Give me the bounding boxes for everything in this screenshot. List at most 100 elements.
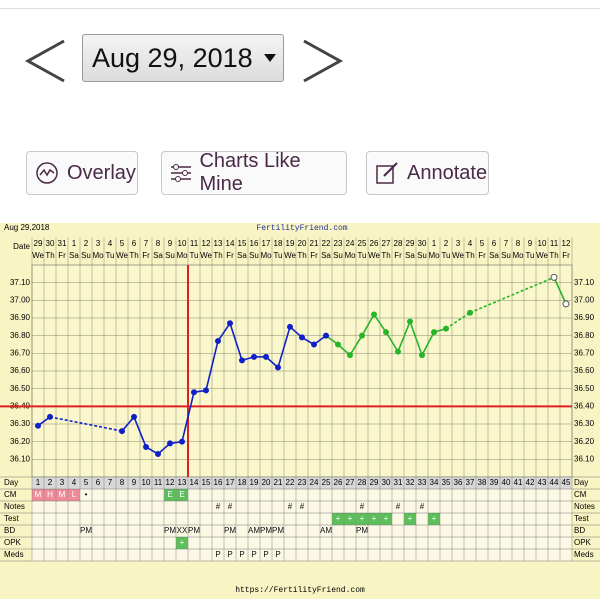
weekday-label: We <box>452 251 464 260</box>
day-number: 20 <box>262 478 271 487</box>
row-entry: L <box>72 490 77 499</box>
date-label: 9 <box>168 239 173 248</box>
row-label: OPK <box>4 538 22 547</box>
y-tick-label: 36.50 <box>10 384 31 393</box>
date-label: 12 <box>562 239 571 248</box>
y-tick-label: 36.10 <box>10 454 31 463</box>
temp-point <box>263 353 269 360</box>
weekday-label: We <box>116 251 128 260</box>
weekday-label: Sa <box>237 251 247 260</box>
temp-point <box>287 323 293 330</box>
weekday-label: Th <box>381 251 390 260</box>
row-entry: + <box>336 514 341 523</box>
day-number: 33 <box>418 478 427 487</box>
temp-point <box>383 329 389 336</box>
date-label: 12 <box>202 239 211 248</box>
temp-point <box>215 337 221 344</box>
y-tick-label: 36.80 <box>10 331 31 340</box>
row-entry: + <box>180 538 185 547</box>
temp-point <box>395 348 401 355</box>
row-entry: P <box>227 550 232 559</box>
date-dropdown[interactable]: Aug 29, 2018 <box>82 34 284 82</box>
temp-segment <box>277 326 291 368</box>
overlay-button[interactable]: Overlay <box>26 151 138 195</box>
row-entry: P <box>215 550 220 559</box>
row-label: Day <box>574 478 588 487</box>
y-tick-label: 36.20 <box>574 437 595 446</box>
row-entry: + <box>372 514 377 523</box>
date-label: 4 <box>468 239 473 248</box>
temp-segment <box>397 321 411 352</box>
temp-point <box>239 357 245 364</box>
day-number: 8 <box>120 478 125 487</box>
cell-fill <box>44 489 56 501</box>
weekday-label: We <box>32 251 44 260</box>
y-tick-label: 36.40 <box>574 401 595 410</box>
row-entry: PM <box>272 526 284 535</box>
row-label: Meds <box>4 550 24 559</box>
weekday-label: Sa <box>321 251 331 260</box>
day-number: 39 <box>490 478 499 487</box>
weekday-label: Mo <box>512 251 524 260</box>
button-label: Charts Like Mine <box>199 150 301 195</box>
day-number: 41 <box>514 478 523 487</box>
row-entry: AM <box>248 526 260 535</box>
day-number: 44 <box>550 478 559 487</box>
day-number: 37 <box>466 478 475 487</box>
day-number: 10 <box>142 478 151 487</box>
weekday-label: Fr <box>394 251 402 260</box>
cell-fill <box>344 513 356 525</box>
row-entry: PM <box>224 526 236 535</box>
weekday-label: Tu <box>189 251 198 260</box>
temp-segment <box>121 416 135 432</box>
temp-point <box>467 309 473 316</box>
date-label: 2 <box>444 239 449 248</box>
temp-segment <box>469 276 555 314</box>
weekday-label: Su <box>417 251 427 260</box>
dropdown-caret <box>263 54 276 62</box>
prev-arrow[interactable] <box>24 38 68 84</box>
temp-segment <box>133 416 147 448</box>
day-number: 28 <box>358 478 367 487</box>
charts-like-mine-button[interactable]: Charts Like Mine <box>161 150 347 195</box>
row-entry: # <box>360 502 365 511</box>
date-label: 10 <box>538 239 547 248</box>
date-label: 3 <box>96 239 101 248</box>
date-label: 7 <box>504 239 509 248</box>
date-label: 23 <box>334 239 343 248</box>
day-number: 24 <box>310 478 319 487</box>
date-label: 29 <box>406 239 415 248</box>
filter-icon <box>171 164 191 182</box>
row-entry: + <box>348 514 353 523</box>
weekday-label: Th <box>213 251 222 260</box>
date-label: 4 <box>108 239 113 248</box>
temp-segment <box>49 416 123 432</box>
day-number: 2 <box>48 478 53 487</box>
footer-url: https://FertilityFriend.com <box>235 586 365 595</box>
day-number: 25 <box>322 478 331 487</box>
y-tick-label: 36.70 <box>574 348 595 357</box>
day-number: 40 <box>502 478 511 487</box>
date-label: 17 <box>262 239 271 248</box>
cell-fill <box>176 537 188 549</box>
date-label: 13 <box>214 239 223 248</box>
chart-title: FertilityFriend.com <box>256 224 347 233</box>
next-arrow[interactable] <box>300 38 346 84</box>
day-number: 5 <box>84 478 89 487</box>
row-entry: + <box>384 514 389 523</box>
day-number: 27 <box>346 478 355 487</box>
day-number: 12 <box>166 478 175 487</box>
row-entry: M <box>35 490 42 499</box>
day-row <box>32 477 572 489</box>
annotate-button[interactable]: Annotate <box>366 151 489 195</box>
weekday-label: Mo <box>344 251 356 260</box>
weekday-label: Fr <box>310 251 318 260</box>
row-entry: # <box>228 502 233 511</box>
temp-point <box>155 451 161 458</box>
temp-point <box>47 413 53 420</box>
y-tick-label: 36.80 <box>574 331 595 340</box>
weekday-label: Fr <box>58 251 66 260</box>
row-label: Day <box>4 478 18 487</box>
weekday-label: We <box>368 251 380 260</box>
